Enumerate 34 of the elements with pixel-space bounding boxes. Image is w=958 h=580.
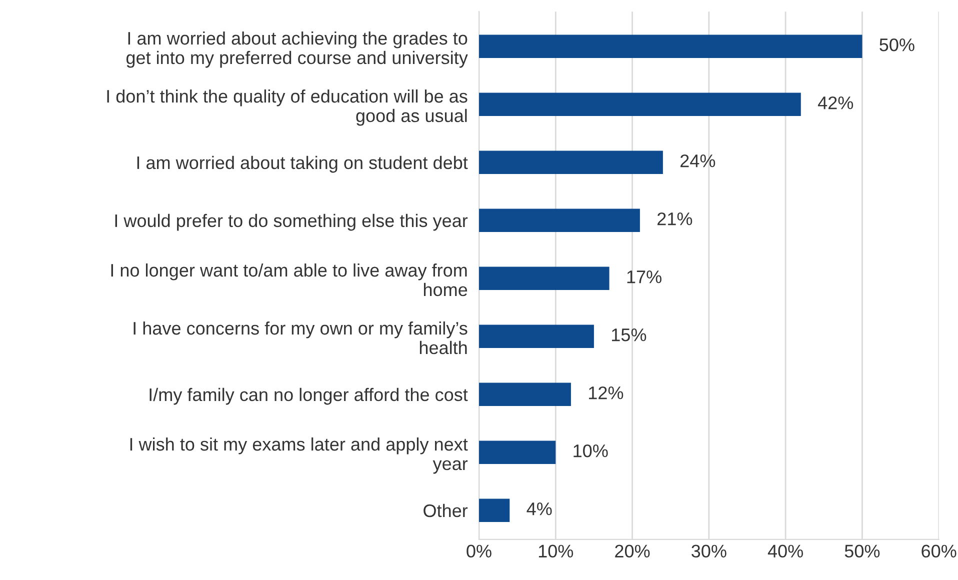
bar	[479, 382, 571, 406]
bar	[479, 92, 801, 116]
data-label: 12%	[589, 386, 624, 400]
x-tick-label: 10%	[538, 544, 574, 558]
y-tick-label: I wish to sit my exams later and apply next year	[130, 437, 468, 474]
bar	[479, 34, 862, 58]
bar	[479, 208, 640, 232]
x-tick-label: 30%	[692, 544, 726, 558]
data-label: 15%	[612, 328, 646, 342]
bar	[479, 324, 594, 348]
data-label: 17%	[627, 270, 662, 284]
y-tick-label: Other	[424, 504, 468, 518]
bar	[479, 266, 610, 290]
y-tick-label: I don’t think the quality of education will be as good as usual	[107, 89, 468, 126]
y-tick-label: I have concerns for my own or my family’s health	[134, 321, 468, 354]
bar	[479, 498, 510, 522]
data-label: 50%	[880, 38, 914, 52]
data-label: 4%	[526, 502, 552, 516]
y-tick-label: I am worried about achieving the grades to get into my preferred course and university	[126, 31, 468, 68]
x-tick-label: 0%	[466, 544, 492, 558]
data-label: 24%	[680, 154, 716, 168]
x-tick-label: 50%	[844, 544, 880, 558]
y-tick-label: I no longer want to/am able to live away from home	[111, 263, 468, 296]
y-tick-label: I/my family can no longer afford the cost	[150, 388, 468, 405]
x-tick-label: 40%	[768, 544, 803, 558]
data-label: 10%	[574, 444, 608, 458]
x-tick-label: 20%	[615, 544, 650, 558]
y-tick-label: I would prefer to do something else this year	[115, 214, 468, 231]
bar	[479, 440, 556, 464]
x-tick-label: 60%	[922, 544, 956, 558]
y-tick-label: I am worried about taking on student debt	[137, 156, 468, 173]
bar	[479, 150, 663, 174]
data-label: 21%	[658, 212, 692, 226]
data-label: 42%	[818, 96, 854, 110]
